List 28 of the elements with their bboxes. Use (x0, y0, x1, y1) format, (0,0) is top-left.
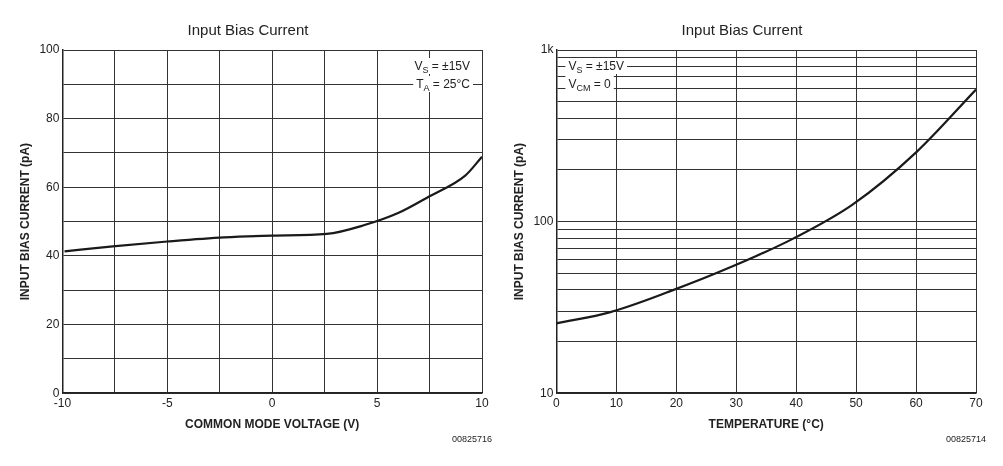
x-tick-label: 0 (268, 395, 276, 410)
chart-title: Input Bias Current (187, 21, 310, 39)
x-tick-label: 10 (475, 395, 489, 410)
y-tick-label: 60 (46, 179, 60, 194)
y-tick-label: 80 (46, 110, 60, 125)
x-tick-label: 70 (969, 395, 983, 410)
y-tick-label: 40 (46, 248, 60, 263)
y-tick-label: 20 (46, 316, 60, 331)
text: 00825716 (451, 434, 492, 444)
x-tick-label: 20 (669, 395, 684, 410)
x-axis-title: COMMON MODE VOLTAGE (V) (185, 417, 360, 432)
chart-title: Input Bias Current (681, 21, 804, 39)
x-tick-label: 5 (373, 395, 381, 410)
x-tick-label: 10 (609, 395, 624, 410)
y-axis-title: INPUT BIAS CURRENT (pA) (511, 142, 526, 301)
y-tick-label: 100 (533, 213, 554, 228)
y-tick-label: 100 (39, 42, 60, 57)
x-tick-label: 40 (789, 395, 804, 410)
x-tick-label: -5 (161, 395, 173, 410)
x-tick-label: 30 (729, 395, 744, 410)
text: 00825714 (945, 434, 986, 444)
y-tick-label: 0 (52, 385, 60, 400)
y-tick-label: 10 (540, 385, 554, 400)
x-axis-title: TEMPERATURE (°C) (708, 417, 824, 432)
x-tick-label: 50 (849, 395, 864, 410)
y-tick-label: 1k (540, 42, 555, 57)
y-axis-title: INPUT BIAS CURRENT (pA) (17, 142, 32, 301)
x-tick-label: 60 (909, 395, 924, 410)
